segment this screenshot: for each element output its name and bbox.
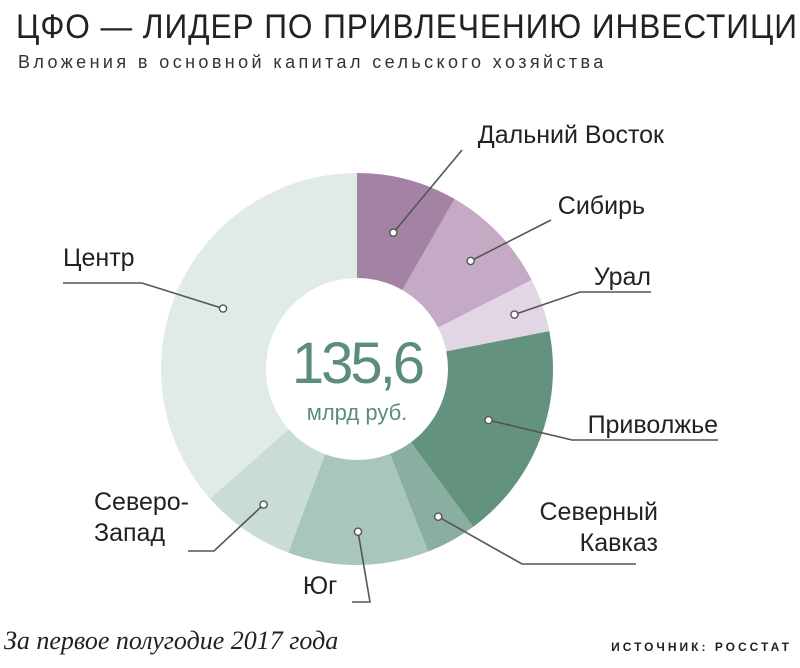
slice-label-3: Приволжье [588, 411, 718, 439]
leader-line-3 [488, 419, 718, 441]
slice-label-4: Северный Кавказ [539, 498, 658, 557]
leader-line-1 [470, 219, 552, 262]
leader-dot-6 [259, 500, 268, 509]
leader-dot-2 [510, 310, 519, 319]
leader-line-0 [392, 149, 463, 234]
source-credit: ИСТОЧНИК: РОССТАТ [611, 640, 792, 654]
leader-dot-4 [433, 512, 443, 522]
period-note: За первое полугодие 2017 года [4, 626, 339, 655]
donut-hole [266, 278, 448, 460]
slice-label-6: Северо-Запад [94, 488, 189, 547]
slice-labels: Дальний Восток Сибирь Урал Приволжье Северны… [63, 121, 718, 600]
slice-label-1: Сибирь [558, 192, 645, 220]
leader-dot-5 [353, 527, 363, 536]
leader-line-5 [352, 531, 371, 603]
leader-dot-7 [218, 304, 228, 313]
leader-line-4 [437, 516, 636, 565]
slice-label-5: Юг [303, 572, 337, 600]
slice-5 [288, 369, 429, 565]
slice-label-7: Центр [63, 244, 135, 272]
chart-subtitle: Вложения в основной капитал сельского хо… [18, 52, 607, 72]
leader-line-6 [188, 504, 265, 552]
leader-dot-3 [484, 415, 493, 425]
slice-7 [160, 173, 357, 499]
leader-line-2 [514, 291, 651, 316]
leader-dot-0 [389, 228, 398, 237]
chart-title: ЦФО — ЛИДЕР ПО ПРИВЛЕЧЕНИЮ ИНВЕСТИЦИЙ [16, 8, 800, 46]
total-value: 135,6 [292, 331, 423, 396]
slice-label-2: Урал [594, 263, 651, 291]
slice-label-0: Дальний Восток [478, 121, 665, 149]
total-unit: млрд руб. [307, 400, 408, 425]
leader-dot-1 [466, 256, 475, 266]
leader-lines [63, 149, 718, 603]
leader-line-7 [63, 282, 224, 310]
